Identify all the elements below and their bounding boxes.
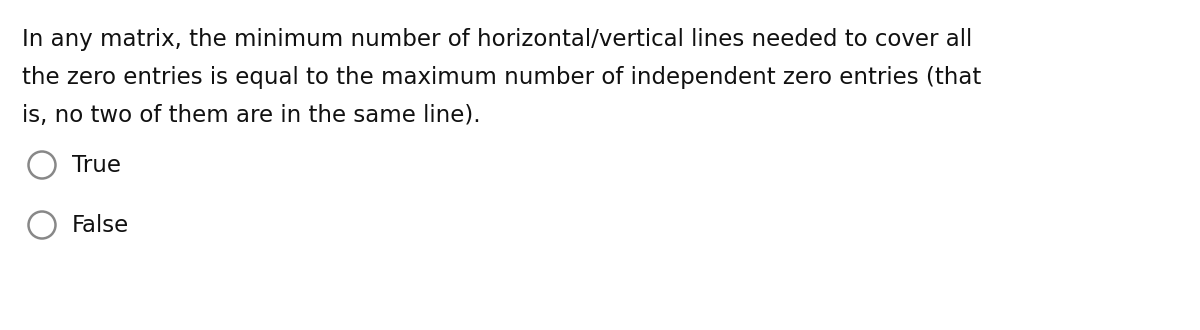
Text: is, no two of them are in the same line).: is, no two of them are in the same line)…	[22, 104, 481, 127]
Text: the zero entries is equal to the maximum number of independent zero entries (tha: the zero entries is equal to the maximum…	[22, 66, 982, 89]
Text: False: False	[72, 214, 130, 237]
Text: True: True	[72, 153, 121, 177]
Text: In any matrix, the minimum number of horizontal/vertical lines needed to cover a: In any matrix, the minimum number of hor…	[22, 28, 972, 51]
